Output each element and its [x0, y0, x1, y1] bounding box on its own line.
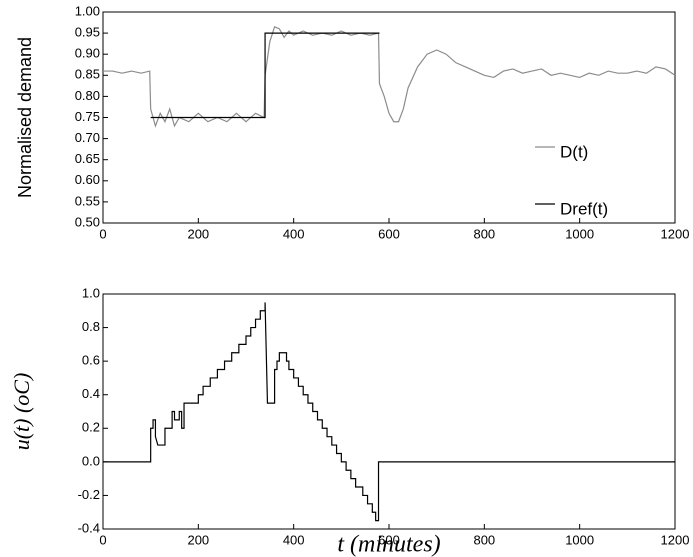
- y-axis-label: Normalised demand: [15, 37, 35, 198]
- y-tick-label: 1.00: [75, 3, 100, 18]
- x-tick-label: 1200: [661, 532, 690, 547]
- x-tick-label: 1000: [565, 226, 594, 241]
- y-tick-label: 0.0: [82, 453, 100, 468]
- x-tick-label: 600: [378, 226, 400, 241]
- x-tick-label: 800: [473, 532, 495, 547]
- y-tick-label: -0.4: [78, 520, 100, 535]
- legend-label: D(t): [560, 142, 588, 161]
- y-tick-label: 0.4: [82, 386, 100, 401]
- y-tick-label: 0.75: [75, 109, 100, 124]
- data-line: [103, 25, 676, 128]
- y-tick-label: 0.70: [75, 130, 100, 145]
- x-tick-label: 200: [187, 532, 209, 547]
- x-tick-label: 200: [187, 226, 209, 241]
- y-tick-label: 0.65: [75, 151, 100, 166]
- x-axis-label: t (minutes): [337, 532, 440, 557]
- y-tick-label: 1.0: [82, 285, 100, 300]
- y-tick-label: -0.2: [78, 487, 100, 502]
- y-tick-label: 0.55: [75, 193, 100, 208]
- x-tick-label: 0: [99, 532, 106, 547]
- y-tick-label: 0.6: [82, 353, 100, 368]
- data-line: [150, 32, 380, 119]
- y-tick-label: 0.90: [75, 46, 100, 61]
- legend-label: Dref(t): [560, 199, 608, 218]
- y-axis-label: u(t) (oC): [9, 373, 34, 451]
- y-tick-label: 0.80: [75, 88, 100, 103]
- y-tick-label: 0.50: [75, 214, 100, 229]
- x-tick-label: 400: [283, 532, 305, 547]
- data-line: [103, 302, 675, 522]
- x-tick-label: 600: [378, 532, 400, 547]
- y-tick-label: 0.85: [75, 67, 100, 82]
- y-tick-label: 0.8: [82, 319, 100, 334]
- plot-frame: [102, 293, 676, 530]
- x-tick-label: 0: [99, 226, 106, 241]
- x-tick-label: 800: [473, 226, 495, 241]
- x-tick-label: 400: [283, 226, 305, 241]
- y-tick-label: 0.60: [75, 172, 100, 187]
- x-tick-label: 1200: [661, 226, 690, 241]
- y-tick-label: 0.95: [75, 25, 100, 40]
- x-tick-label: 1000: [565, 532, 594, 547]
- y-tick-label: 0.2: [82, 420, 100, 435]
